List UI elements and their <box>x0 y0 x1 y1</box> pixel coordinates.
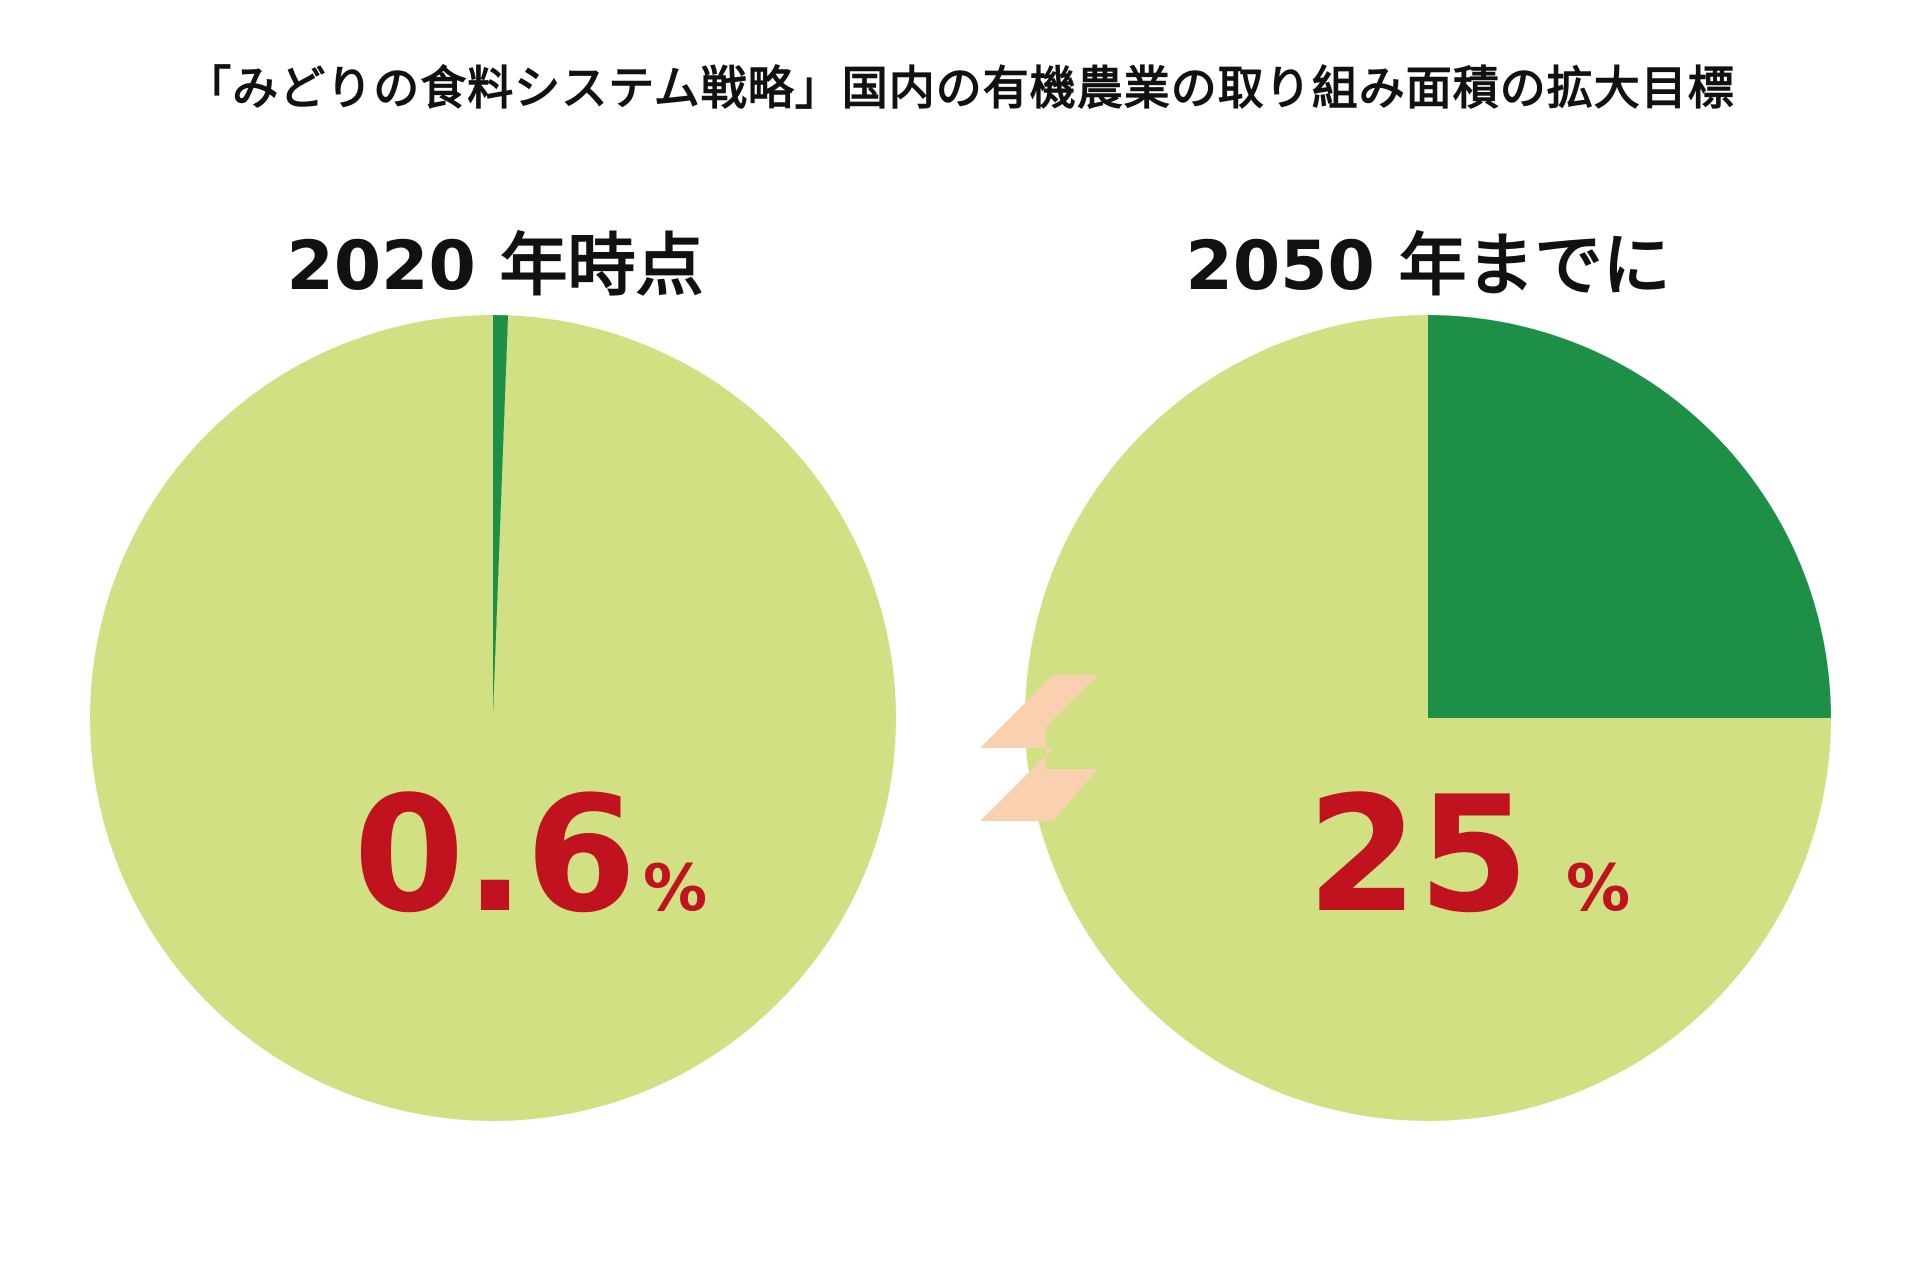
value-number-2020: 0.6 <box>353 761 636 948</box>
pie-slice-2020-other <box>89 315 896 1122</box>
value-unit-2050: % <box>1566 852 1630 926</box>
pie-chart-2050 <box>1025 315 1831 1121</box>
right-arrow-icon <box>980 675 1098 821</box>
value-label-2020: 0.6 % <box>353 761 707 948</box>
value-unit-2020: % <box>643 852 707 926</box>
pie-slice-2050-organic <box>1428 315 1831 718</box>
pie-title-2050: 2050 年までに <box>1185 227 1671 306</box>
pie-chart-2020 <box>89 315 896 1122</box>
pie-slice-2020-organic <box>493 315 509 718</box>
pie-title-2020: 2020 年時点 <box>286 227 704 306</box>
pie-slice-2050-other <box>1025 315 1831 1121</box>
value-label-2050: 25 % <box>1307 761 1630 948</box>
value-number-2050: 25 <box>1307 761 1530 948</box>
chart-title: 「みどりの食料システム戦略」国内の有機農業の取り組み面積の拡大目標 <box>185 61 1735 115</box>
